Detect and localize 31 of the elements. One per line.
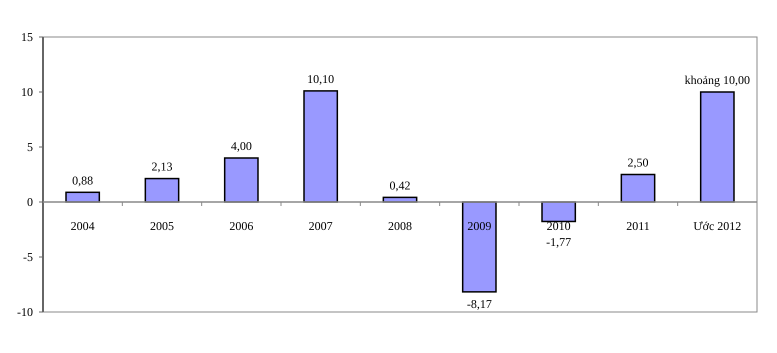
x-tick-label: Ước 2012 (693, 219, 742, 233)
x-tick-label: 2011 (626, 219, 650, 233)
x-tick-label: 2009 (467, 219, 492, 233)
data-label: 4,00 (230, 139, 252, 153)
x-tick-label: 2010 (546, 219, 571, 233)
data-label: -1,77 (546, 235, 572, 249)
data-label: 0,88 (72, 173, 94, 188)
data-label: khoảng 10,00 (684, 73, 750, 87)
y-tick-label: 15 (21, 30, 33, 44)
y-tick-label: -5 (23, 250, 33, 264)
y-tick-label: 10 (21, 85, 33, 99)
bar (620, 174, 656, 203)
data-label: 10,10 (307, 72, 334, 86)
data-label: 0,42 (390, 178, 410, 192)
data-label: 2,13 (152, 160, 172, 174)
bar (541, 201, 576, 222)
y-tick-label: 0 (27, 195, 33, 209)
x-tick-label: 2006 (229, 219, 254, 233)
data-label: 2,50 (628, 156, 648, 170)
bar (303, 90, 338, 203)
x-tick-label: 2005 (150, 219, 174, 233)
x-tick-label: 2004 (70, 219, 95, 233)
y-tick-label: -10 (17, 305, 33, 319)
bar (144, 178, 180, 203)
x-tick-label: 2008 (388, 219, 412, 233)
data-label: -8,17 (466, 296, 492, 311)
bar (224, 157, 259, 203)
y-tick-label: 5 (27, 140, 33, 154)
bar (462, 201, 497, 293)
bar (700, 91, 735, 203)
x-tick-label: 2007 (308, 219, 333, 233)
